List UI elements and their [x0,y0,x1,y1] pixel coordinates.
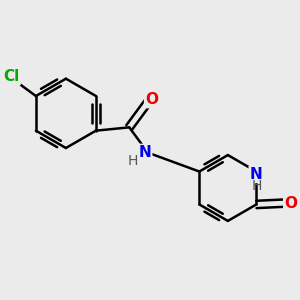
Text: N: N [138,145,151,160]
Text: O: O [146,92,158,107]
Text: Cl: Cl [3,69,20,84]
Text: H: H [128,154,138,168]
Text: N: N [250,167,263,182]
Text: H: H [251,179,262,193]
Text: O: O [284,196,298,211]
